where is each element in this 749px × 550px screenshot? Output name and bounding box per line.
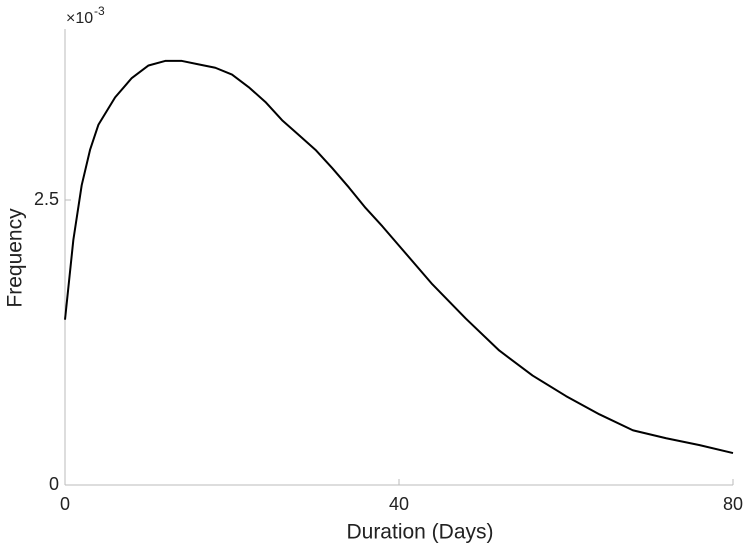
y-tick-label: 0 xyxy=(49,474,59,494)
y-axis-label: Frequency xyxy=(4,208,27,308)
y-multiplier-exponent: -3 xyxy=(94,4,105,18)
x-tick-label: 80 xyxy=(723,494,743,514)
line xyxy=(64,59,734,455)
y-multiplier: ×10 xyxy=(66,10,93,27)
x-tick-label: 40 xyxy=(389,494,409,514)
y-tick-label: 2.5 xyxy=(34,189,59,209)
x-tick-label: 0 xyxy=(60,494,70,514)
x-axis-label: Duration (Days) xyxy=(346,521,493,544)
